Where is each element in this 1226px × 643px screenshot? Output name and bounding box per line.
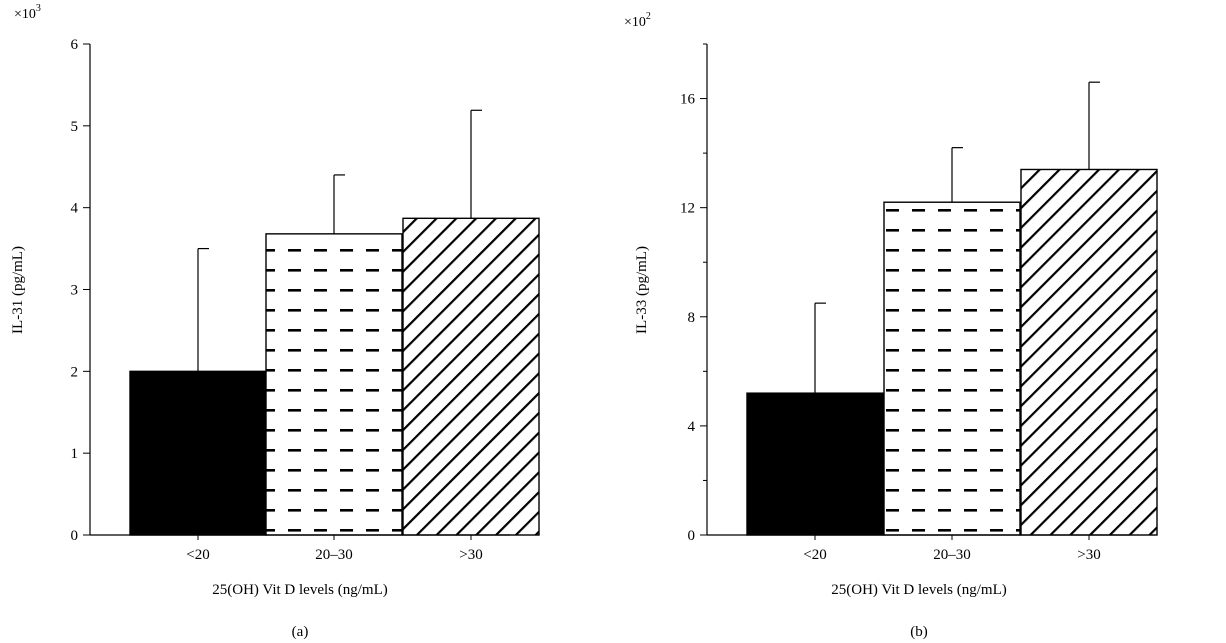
y-tick-label-1: 4 [688, 419, 696, 435]
y-tick-label-2: 8 [688, 310, 696, 326]
panel-b-xlabel: 25(OH) Vit D levels (ng/mL) [831, 582, 1006, 598]
x-tick-label-2: 20–30 [933, 547, 971, 563]
panel-a-multiplier: ×103 [14, 3, 41, 22]
bar-3 [402, 217, 540, 536]
bar-2 [265, 233, 403, 536]
y-tick-label-1: 1 [71, 446, 79, 462]
y-tick-label-3: 3 [71, 283, 79, 299]
panel-a-caption: (a) [292, 624, 309, 640]
y-tick-label-2: 2 [71, 364, 79, 380]
chart-panel-a: ×103 IL-31 (pg/mL) 25(OH) Vit D levels (… [10, 3, 540, 640]
y-tick-label-5: 5 [71, 119, 79, 135]
x-tick-label-1: <20 [186, 547, 209, 563]
y-tick-label-0: 0 [71, 528, 79, 544]
x-tick-label-3: >30 [459, 547, 482, 563]
x-tick-label-1: <20 [803, 547, 826, 563]
panel-a-ylabel: IL-31 (pg/mL) [10, 246, 26, 334]
y-tick-label-4: 4 [71, 201, 79, 217]
y-tick-label-3: 12 [680, 201, 695, 217]
x-tick-label-3: >30 [1077, 547, 1100, 563]
bar-2 [883, 201, 1021, 536]
panel-a-xlabel: 25(OH) Vit D levels (ng/mL) [212, 582, 387, 598]
y-tick-label-4: 16 [680, 92, 696, 108]
y-tick-label-0: 0 [688, 528, 696, 544]
panel-b-multiplier: ×102 [624, 11, 651, 30]
chart-panel-b: ×102 IL-33 (pg/mL) 25(OH) Vit D levels (… [624, 11, 1158, 640]
bar-1 [129, 370, 267, 536]
panel-b-ylabel: IL-33 (pg/mL) [634, 246, 650, 334]
panel-b-caption: (b) [910, 624, 928, 640]
x-tick-label-2: 20–30 [315, 547, 353, 563]
bar-3 [1020, 168, 1158, 536]
y-tick-label-6: 6 [71, 37, 79, 53]
bar-1 [746, 392, 884, 536]
